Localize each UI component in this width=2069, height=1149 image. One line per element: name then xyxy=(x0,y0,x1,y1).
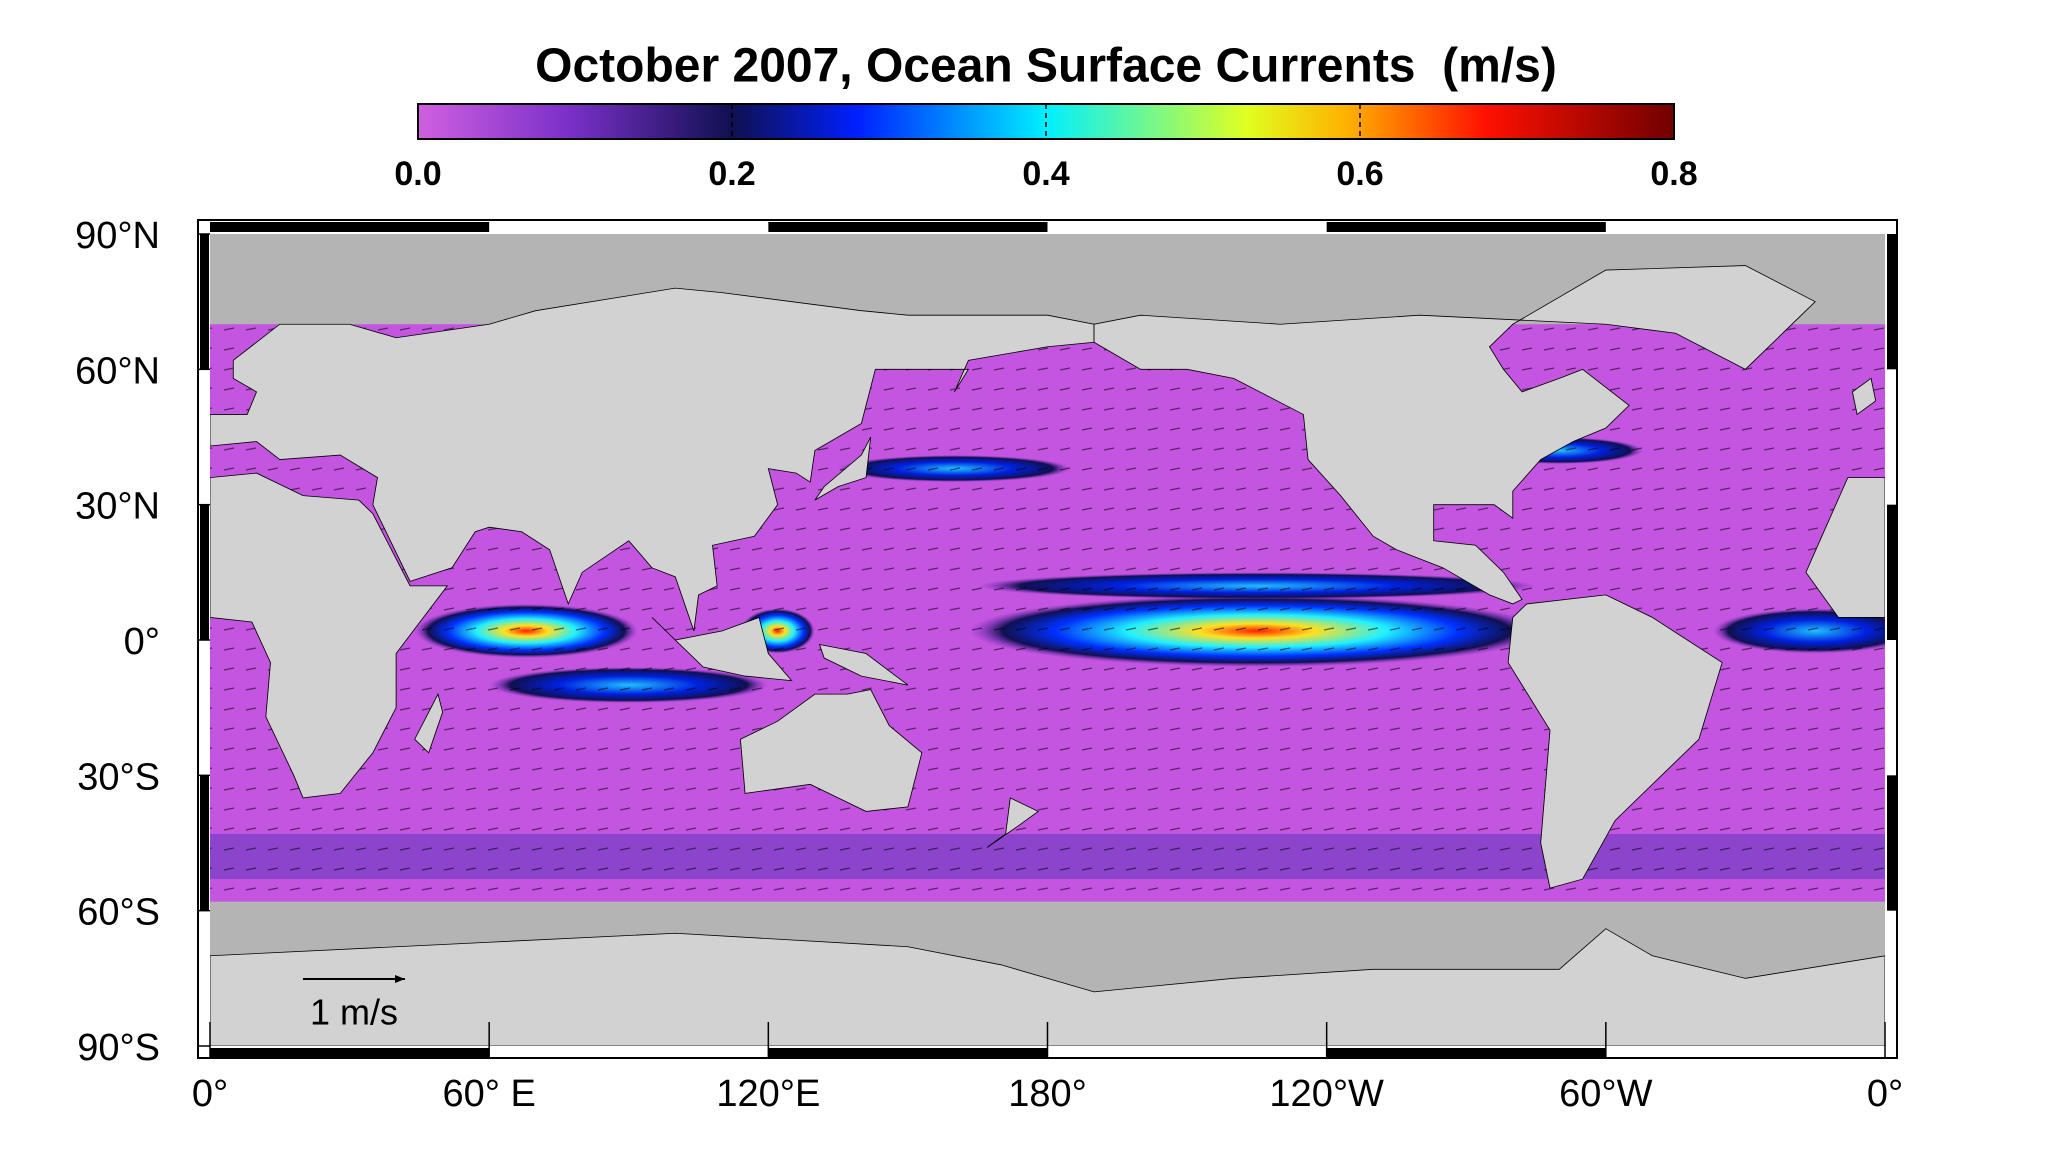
lat-tick-label: 90°S xyxy=(77,1027,160,1069)
land xyxy=(210,265,1885,1046)
frame-segment xyxy=(768,1048,1048,1058)
lat-tick-label: 30°N xyxy=(75,486,160,528)
lat-tick-label: 0° xyxy=(124,621,160,663)
frame-segment xyxy=(1887,504,1896,640)
frame-segment xyxy=(200,504,209,640)
colorbar-tick-label: 0.8 xyxy=(1650,155,1697,193)
lon-tick-label: 120°E xyxy=(716,1073,820,1115)
frame-segment xyxy=(1326,222,1606,232)
colorbar-tick-label: 0.6 xyxy=(1336,155,1383,193)
frame-segment xyxy=(210,222,490,232)
frame-segment xyxy=(210,1048,490,1058)
lat-tick-label: 60°N xyxy=(75,350,160,392)
frame-segment xyxy=(200,775,209,911)
colorbar-tick-label: 0.0 xyxy=(394,155,441,193)
title: October 2007, Ocean Surface Currents (m/… xyxy=(535,40,1557,93)
lon-tick-label: 0° xyxy=(1867,1073,1903,1115)
reference-label: 1 m/s xyxy=(310,992,398,1033)
colorbar-tick-label: 0.2 xyxy=(708,155,755,193)
colorbar-tick-label: 0.4 xyxy=(1022,155,1069,193)
lon-tick-label: 0° xyxy=(192,1073,228,1115)
lat-tick-label: 30°S xyxy=(77,756,160,798)
reference-arrow-head xyxy=(395,975,405,983)
lon-tick-label: 60°W xyxy=(1559,1073,1652,1115)
lon-tick-label: 120°W xyxy=(1269,1073,1384,1115)
lon-tick-label: 180° xyxy=(1008,1073,1087,1115)
lon-tick-label: 60° E xyxy=(442,1073,535,1115)
frame-segment xyxy=(768,222,1048,232)
frame-segment xyxy=(1887,775,1896,911)
lat-tick-label: 90°N xyxy=(75,215,160,257)
frame-segment xyxy=(200,234,209,370)
frame-segment xyxy=(1887,234,1896,370)
lat-tick-label: 60°S xyxy=(77,892,160,934)
map xyxy=(210,234,1885,1046)
frame-segment xyxy=(1326,1048,1606,1058)
